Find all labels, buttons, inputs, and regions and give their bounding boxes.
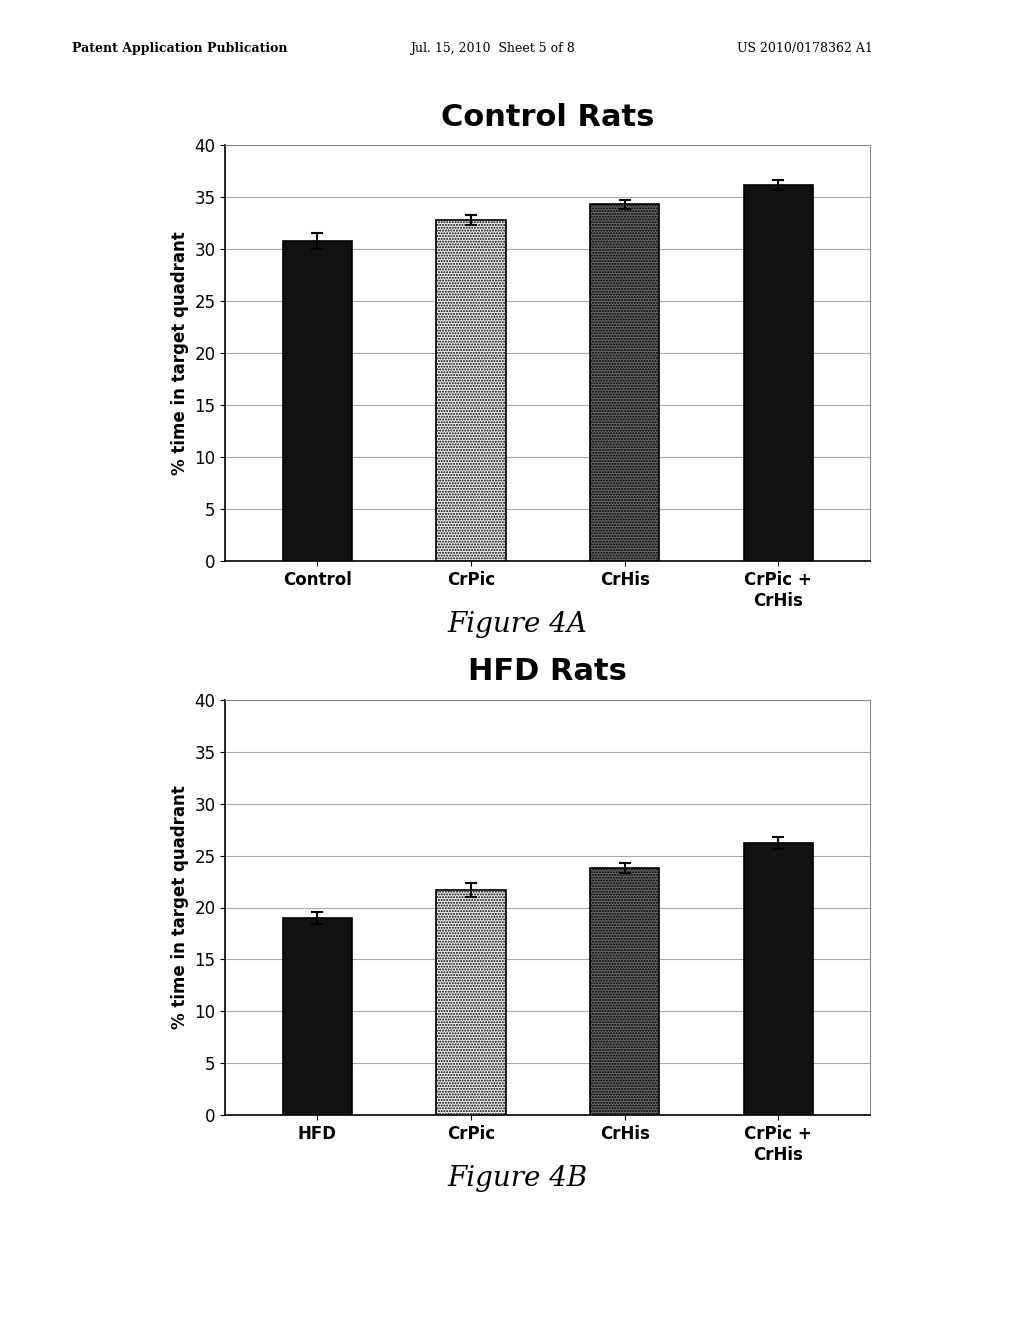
Y-axis label: % time in target quadrant: % time in target quadrant [171, 785, 188, 1030]
Bar [590, 869, 659, 1115]
Bar [283, 917, 352, 1115]
Title: Control Rats: Control Rats [441, 103, 654, 132]
Bar [590, 205, 659, 561]
Text: US 2010/0178362 A1: US 2010/0178362 A1 [737, 42, 873, 55]
Bar [743, 185, 813, 561]
Text: Patent Application Publication: Patent Application Publication [72, 42, 287, 55]
Title: HFD Rats: HFD Rats [468, 657, 628, 686]
Text: Figure 4A: Figure 4A [447, 611, 587, 638]
Y-axis label: % time in target quadrant: % time in target quadrant [171, 231, 188, 475]
Text: Jul. 15, 2010  Sheet 5 of 8: Jul. 15, 2010 Sheet 5 of 8 [410, 42, 574, 55]
Bar [743, 843, 813, 1115]
Text: Figure 4B: Figure 4B [447, 1166, 587, 1192]
Bar [436, 220, 506, 561]
Bar [283, 240, 352, 561]
Bar [436, 890, 506, 1115]
